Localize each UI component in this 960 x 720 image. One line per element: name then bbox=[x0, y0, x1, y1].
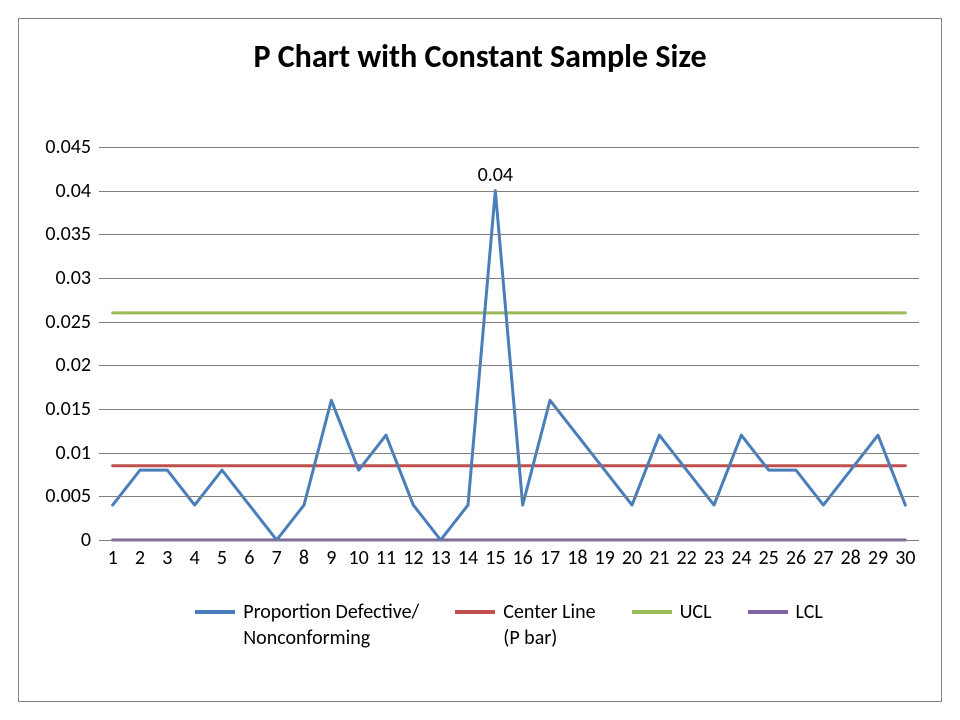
y-axis-tick-label: 0.04 bbox=[56, 179, 99, 203]
legend-swatch bbox=[748, 610, 788, 614]
x-axis-tick-label: 22 bbox=[677, 540, 697, 570]
y-axis-tick-label: 0.01 bbox=[56, 441, 99, 465]
x-axis-tick-label: 16 bbox=[513, 540, 533, 570]
x-axis-tick-label: 21 bbox=[649, 540, 669, 570]
legend: Proportion Defective/Nonconforming Center… bbox=[99, 599, 919, 651]
x-axis-tick-label: 10 bbox=[349, 540, 369, 570]
x-axis-tick-label: 1 bbox=[108, 540, 118, 570]
chart-svg bbox=[99, 147, 919, 540]
gridline bbox=[99, 147, 919, 148]
legend-item-centerline: Center Line(P bar) bbox=[455, 599, 595, 651]
x-axis-tick-label: 8 bbox=[299, 540, 309, 570]
legend-item-proportion: Proportion Defective/Nonconforming bbox=[195, 599, 419, 651]
legend-swatch bbox=[455, 610, 495, 614]
x-axis-tick-label: 24 bbox=[731, 540, 751, 570]
legend-swatch bbox=[195, 610, 235, 614]
chart-title: P Chart with Constant Sample Size bbox=[19, 37, 941, 76]
x-axis-tick-label: 17 bbox=[540, 540, 560, 570]
legend-label: UCL bbox=[680, 599, 712, 625]
y-axis-tick-label: 0.015 bbox=[45, 397, 99, 421]
x-axis-tick-label: 14 bbox=[458, 540, 478, 570]
legend-label: LCL bbox=[796, 599, 823, 625]
x-axis-tick-label: 27 bbox=[813, 540, 833, 570]
x-axis-tick-label: 20 bbox=[622, 540, 642, 570]
x-axis-tick-label: 7 bbox=[272, 540, 282, 570]
gridline bbox=[99, 234, 919, 235]
gridline bbox=[99, 191, 919, 192]
x-axis-tick-label: 2 bbox=[135, 540, 145, 570]
gridline bbox=[99, 365, 919, 366]
x-axis-tick-label: 26 bbox=[786, 540, 806, 570]
gridline bbox=[99, 409, 919, 410]
x-axis-tick-label: 30 bbox=[895, 540, 915, 570]
x-axis-tick-label: 15 bbox=[485, 540, 505, 570]
y-axis-tick-label: 0.005 bbox=[45, 484, 99, 508]
x-axis-tick-label: 3 bbox=[162, 540, 172, 570]
legend-label: Center Line(P bar) bbox=[503, 599, 595, 651]
y-axis-tick-label: 0.045 bbox=[45, 135, 99, 159]
y-axis-tick-label: 0.035 bbox=[45, 222, 99, 246]
x-axis-tick-label: 9 bbox=[326, 540, 336, 570]
x-axis-tick-label: 25 bbox=[759, 540, 779, 570]
plot-area: 00.0050.010.0150.020.0250.030.0350.040.0… bbox=[99, 147, 919, 540]
x-axis-tick-label: 18 bbox=[567, 540, 587, 570]
chart-frame: P Chart with Constant Sample Size 00.005… bbox=[18, 18, 942, 702]
y-axis-tick-label: 0 bbox=[81, 528, 99, 552]
x-axis-tick-label: 29 bbox=[868, 540, 888, 570]
legend-label: Proportion Defective/Nonconforming bbox=[243, 599, 419, 651]
y-axis-tick-label: 0.025 bbox=[45, 310, 99, 334]
gridline bbox=[99, 322, 919, 323]
legend-item-lcl: LCL bbox=[748, 599, 823, 651]
x-axis-tick-label: 4 bbox=[190, 540, 200, 570]
x-axis-tick-label: 23 bbox=[704, 540, 724, 570]
legend-item-ucl: UCL bbox=[632, 599, 712, 651]
y-axis-tick-label: 0.02 bbox=[56, 353, 99, 377]
legend-swatch bbox=[632, 610, 672, 614]
x-axis-tick-label: 12 bbox=[403, 540, 423, 570]
x-axis-tick-label: 19 bbox=[595, 540, 615, 570]
gridline bbox=[99, 278, 919, 279]
x-axis-tick-label: 6 bbox=[244, 540, 254, 570]
y-axis-tick-label: 0.03 bbox=[56, 266, 99, 290]
gridline bbox=[99, 453, 919, 454]
x-axis-tick-label: 5 bbox=[217, 540, 227, 570]
x-axis-tick-label: 28 bbox=[841, 540, 861, 570]
x-axis-tick-label: 13 bbox=[431, 540, 451, 570]
x-axis-tick-label: 11 bbox=[376, 540, 396, 570]
data-label: 0.04 bbox=[478, 163, 513, 187]
gridline bbox=[99, 496, 919, 497]
